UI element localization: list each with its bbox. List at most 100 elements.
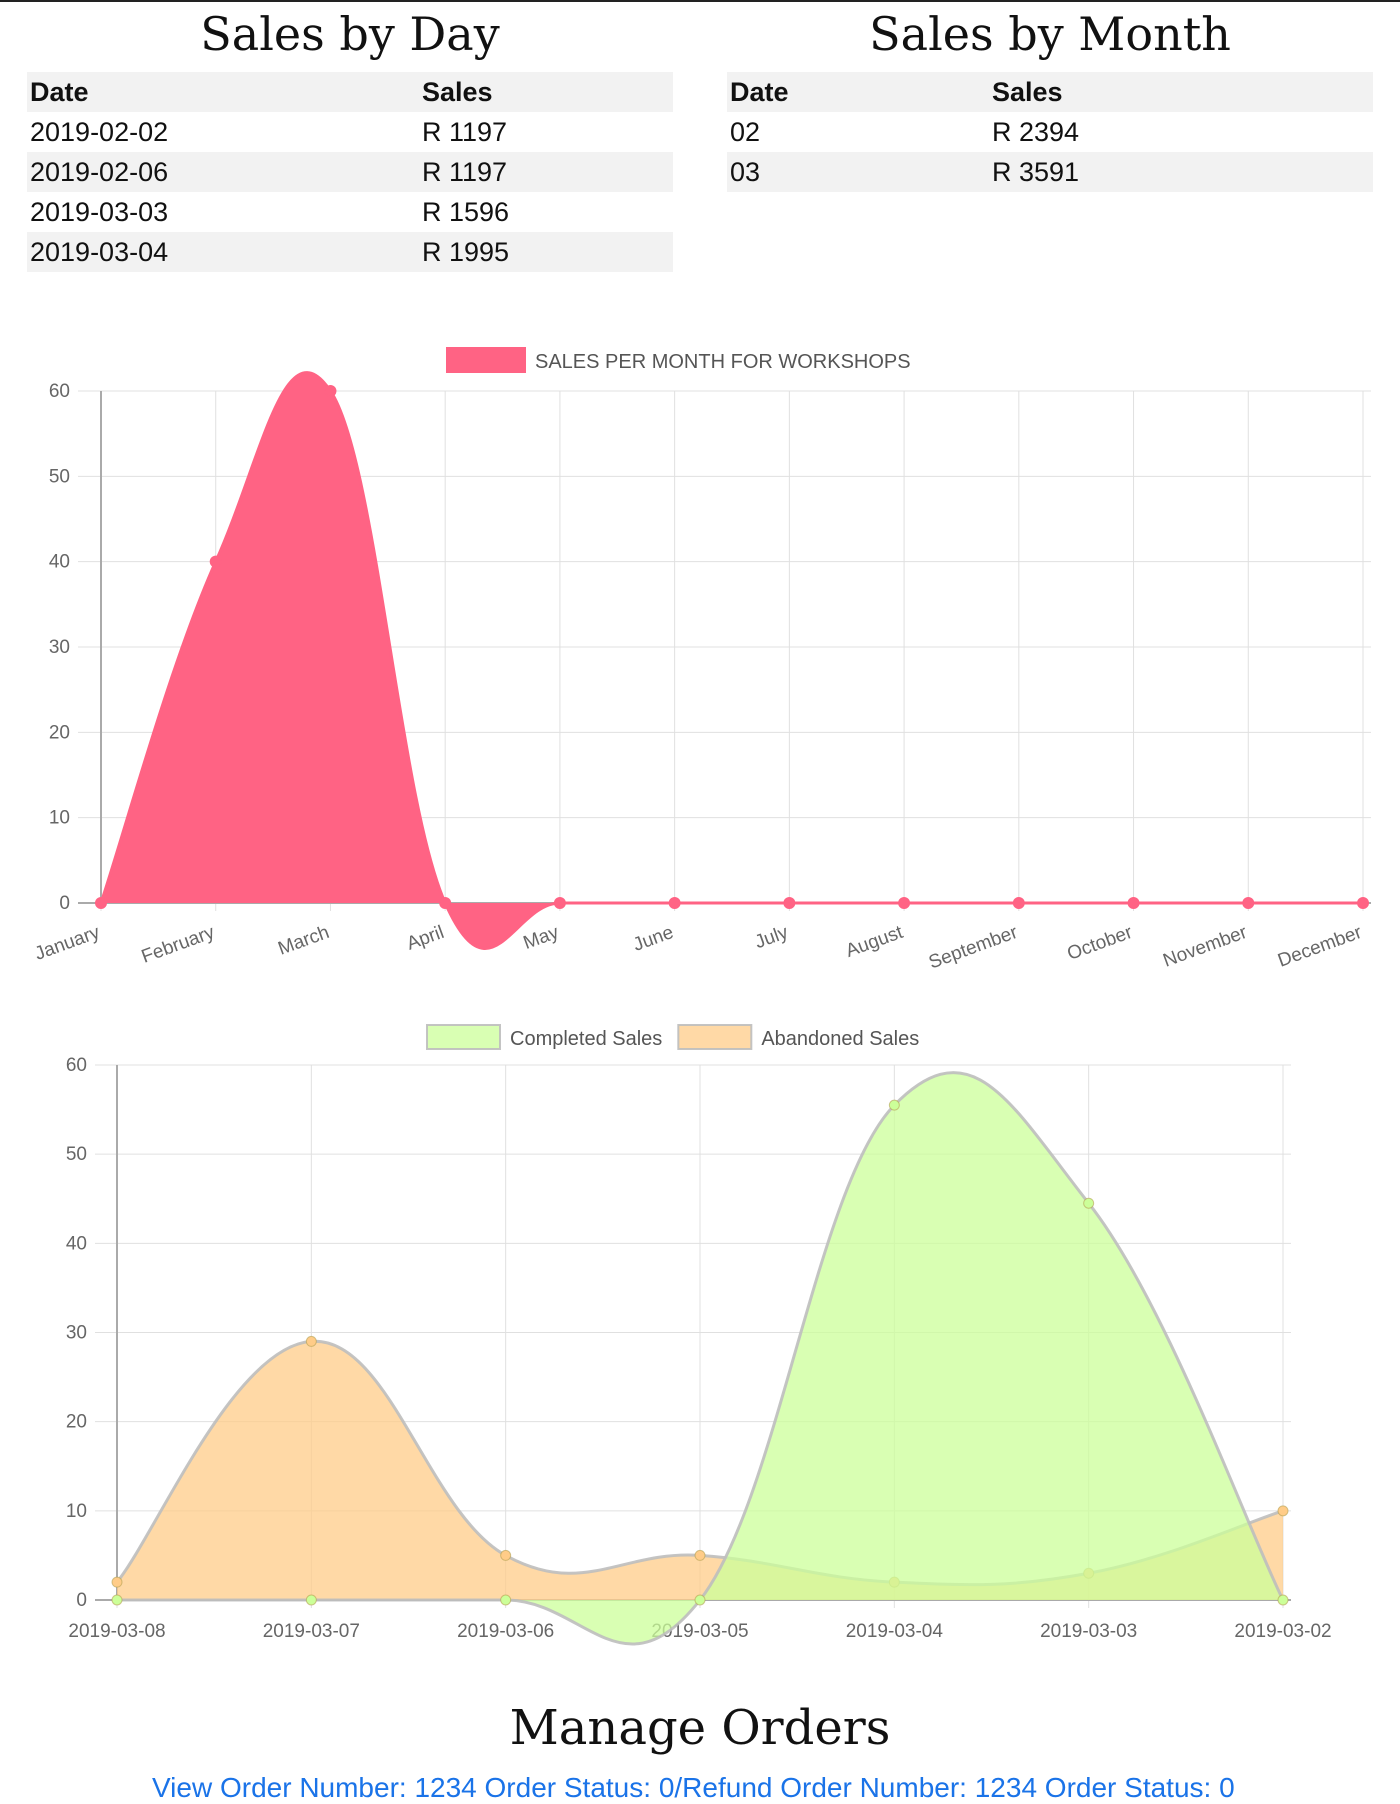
date-cell: 03 <box>727 152 989 192</box>
column-header-date: Date <box>727 72 989 112</box>
y-tick-label: 40 <box>66 1233 87 1254</box>
data-point <box>111 1576 123 1588</box>
series-line <box>99 371 1363 950</box>
x-tick-label: February <box>139 922 218 968</box>
table-row: 2019-02-06 R 1197 <box>27 152 673 192</box>
y-tick-label: 60 <box>49 381 70 402</box>
column-header-sales: Sales <box>419 72 673 112</box>
x-tick-label: April <box>404 922 447 955</box>
sales-by-day-title: Sales by Day <box>200 7 500 61</box>
y-tick-label: 40 <box>49 552 70 573</box>
y-tick-label: 50 <box>49 466 70 487</box>
table-header-row: Date Sales <box>727 72 1373 112</box>
y-tick-label: 0 <box>59 893 70 914</box>
date-cell: 2019-02-06 <box>27 152 419 192</box>
legend-swatch <box>446 347 526 373</box>
sales-by-day-table: Date Sales 2019-02-02 R 1197 2019-02-06 … <box>27 72 673 272</box>
date-cell: 02 <box>727 112 989 152</box>
data-point <box>305 1594 317 1606</box>
x-tick-label: August <box>843 922 906 962</box>
data-point <box>324 385 337 397</box>
sales-cell: R 2394 <box>989 112 1373 152</box>
legend-label: Completed Sales <box>510 1028 662 1050</box>
data-point <box>439 897 452 909</box>
x-tick-label: November <box>1160 922 1250 972</box>
date-cell: 2019-02-02 <box>27 112 419 152</box>
series-area <box>101 372 1363 949</box>
column-header-date: Date <box>27 72 419 112</box>
sales-by-month-title: Sales by Month <box>869 7 1231 61</box>
series-area <box>117 1341 1283 1600</box>
series-line <box>117 1071 1285 1646</box>
y-tick-label: 10 <box>49 808 70 829</box>
x-tick-label: October <box>1065 922 1136 965</box>
x-tick-label: 2019-03-03 <box>1040 1621 1137 1642</box>
sales-cell: R 1596 <box>419 192 673 232</box>
x-tick-label: January <box>32 922 103 965</box>
data-point <box>95 897 107 909</box>
data-point <box>1357 897 1369 909</box>
date-cell: 2019-03-03 <box>27 192 419 232</box>
sales-cell: R 1995 <box>419 232 673 272</box>
view-order-link[interactable]: View Order Number: 1234 Order Status: 0/… <box>152 1772 1235 1803</box>
sales-cell: R 3591 <box>989 152 1373 192</box>
data-point <box>1083 1197 1095 1209</box>
series-area <box>117 1072 1283 1644</box>
data-point <box>1277 1505 1289 1517</box>
data-point <box>694 1594 706 1606</box>
x-tick-label: June <box>630 922 676 956</box>
data-point <box>668 897 681 909</box>
data-point <box>694 1549 706 1561</box>
data-point <box>1277 1594 1289 1606</box>
y-tick-label: 10 <box>66 1501 87 1522</box>
x-tick-label: 2019-03-04 <box>846 1621 944 1642</box>
x-tick-label: September <box>926 922 1021 974</box>
legend-label: Abandoned Sales <box>761 1028 919 1050</box>
data-point <box>1012 897 1025 909</box>
x-tick-label: 2019-03-06 <box>457 1621 554 1642</box>
table-row: 2019-03-03 R 1596 <box>27 192 673 232</box>
data-point <box>783 897 796 909</box>
x-tick-label: 2019-03-08 <box>68 1621 165 1642</box>
data-point <box>1242 897 1255 909</box>
data-point <box>111 1594 123 1606</box>
table-row: 03 R 3591 <box>727 152 1373 192</box>
completed-abandoned-sales-chart: 0 10 20 30 40 50 60 2019-03-08 2019-03-07 2019-03… <box>66 1024 1332 1646</box>
data-point <box>500 1594 512 1606</box>
x-tick-label: March <box>275 922 332 960</box>
x-tick-label: 2019-03-02 <box>1234 1621 1331 1642</box>
table-header-row: Date Sales <box>27 72 673 112</box>
legend-swatch <box>677 1024 753 1050</box>
y-tick-label: 50 <box>66 1144 87 1165</box>
legend-swatch <box>426 1024 501 1050</box>
y-tick-label: 0 <box>76 1590 87 1611</box>
data-point <box>209 555 222 568</box>
table-row: 2019-03-04 R 1995 <box>27 232 673 272</box>
x-tick-label: 2019-03-07 <box>263 1621 360 1642</box>
top-border <box>0 0 1400 2</box>
data-point <box>553 897 566 909</box>
y-tick-label: 20 <box>49 722 70 743</box>
manage-orders-title: Manage Orders <box>509 1700 891 1756</box>
column-header-sales: Sales <box>989 72 1373 112</box>
y-tick-label: 30 <box>49 637 70 658</box>
data-point <box>898 897 911 909</box>
data-point <box>500 1549 512 1561</box>
data-point <box>1127 897 1140 909</box>
x-tick-label: December <box>1275 922 1365 972</box>
sales-by-day-panel: Sales by Day Date Sales 2019-02-02 R 119… <box>27 0 673 272</box>
y-tick-label: 30 <box>66 1323 87 1344</box>
monthly-sales-chart: 0 10 20 30 40 50 60 January February March April Ma… <box>32 347 1371 974</box>
sales-by-month-table: Date Sales 02 R 2394 03 R 3591 <box>727 72 1373 192</box>
legend-label: SALES PER MONTH FOR WORKSHOPS <box>535 351 911 373</box>
table-row: 02 R 2394 <box>727 112 1373 152</box>
sales-cell: R 1197 <box>419 112 673 152</box>
x-tick-label: July <box>752 922 791 953</box>
y-tick-label: 20 <box>66 1412 87 1433</box>
x-tick-label: May <box>521 922 562 954</box>
data-point <box>305 1335 317 1347</box>
sales-cell: R 1197 <box>419 152 673 192</box>
data-point <box>888 1099 900 1111</box>
table-row: 2019-02-02 R 1197 <box>27 112 673 152</box>
date-cell: 2019-03-04 <box>27 232 419 272</box>
